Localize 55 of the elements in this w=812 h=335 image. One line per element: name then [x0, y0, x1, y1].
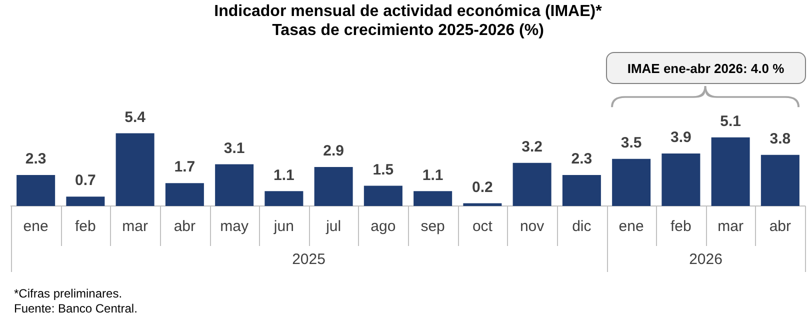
- bar: [165, 183, 204, 206]
- data-label: 3.5: [620, 134, 642, 152]
- bar: [662, 153, 700, 206]
- bar: [66, 196, 105, 206]
- x-tick-label: ene: [618, 218, 644, 236]
- data-label: 5.1: [720, 112, 741, 130]
- data-label: 3.1: [224, 140, 245, 157]
- x-tick-label: sep: [420, 218, 445, 236]
- bar: [711, 137, 750, 206]
- data-label: 2.3: [25, 150, 46, 168]
- data-label: 1.1: [274, 166, 294, 184]
- data-label: 3.2: [522, 138, 542, 156]
- chart-title: Indicador mensual de actividad económica (IMAE)*: [214, 3, 603, 20]
- chart-subtitle: Tasas de crecimiento 2025-2026 (%): [272, 22, 544, 40]
- bar: [612, 158, 651, 206]
- x-tick-label: jul: [325, 218, 342, 236]
- bar: [314, 166, 353, 206]
- bar: [512, 162, 552, 206]
- text: 2025: [292, 251, 326, 268]
- x-tick-label: may: [220, 218, 249, 236]
- x-tick-label: ago: [370, 218, 396, 236]
- data-label: 3.8: [770, 130, 791, 148]
- x-tick-label: ene: [23, 218, 48, 236]
- bar: [760, 154, 800, 206]
- source-note: Fuente: Banco Central.: [14, 301, 138, 316]
- text: IMAE ene-abr 2026: 4.0 %: [627, 60, 784, 76]
- x-tick-label: jun: [272, 218, 294, 236]
- x-tick-label: feb: [670, 218, 692, 236]
- data-label: 1.7: [174, 158, 196, 176]
- x-tick-label: mar: [122, 218, 148, 236]
- data-label: 1.1: [422, 166, 444, 184]
- data-label: 0.7: [75, 172, 96, 190]
- bar: [215, 164, 254, 206]
- x-tick-label: dic: [572, 218, 592, 236]
- bar: [414, 191, 452, 206]
- x-tick-label: nov: [520, 218, 545, 236]
- data-label: 3.9: [670, 129, 692, 146]
- x-tick-label: abr: [174, 218, 196, 236]
- bar: [116, 133, 154, 206]
- bar: [463, 203, 502, 206]
- text: *Cifras preliminares.: [14, 286, 122, 300]
- bar: [16, 175, 56, 206]
- data-label: 1.5: [372, 161, 394, 178]
- data-label: 5.4: [124, 108, 146, 126]
- x-tick-label: mar: [718, 218, 744, 236]
- x-tick-label: oct: [472, 218, 494, 236]
- x-tick-label: abr: [769, 218, 792, 236]
- data-label: 2.3: [571, 150, 592, 168]
- bar: [364, 186, 402, 206]
- x-tick-label: feb: [75, 218, 96, 236]
- bar: [562, 175, 601, 206]
- data-label: 2.9: [323, 142, 344, 160]
- data-label: 0.2: [472, 178, 493, 196]
- bar: [264, 191, 304, 206]
- text: 2026: [689, 251, 722, 268]
